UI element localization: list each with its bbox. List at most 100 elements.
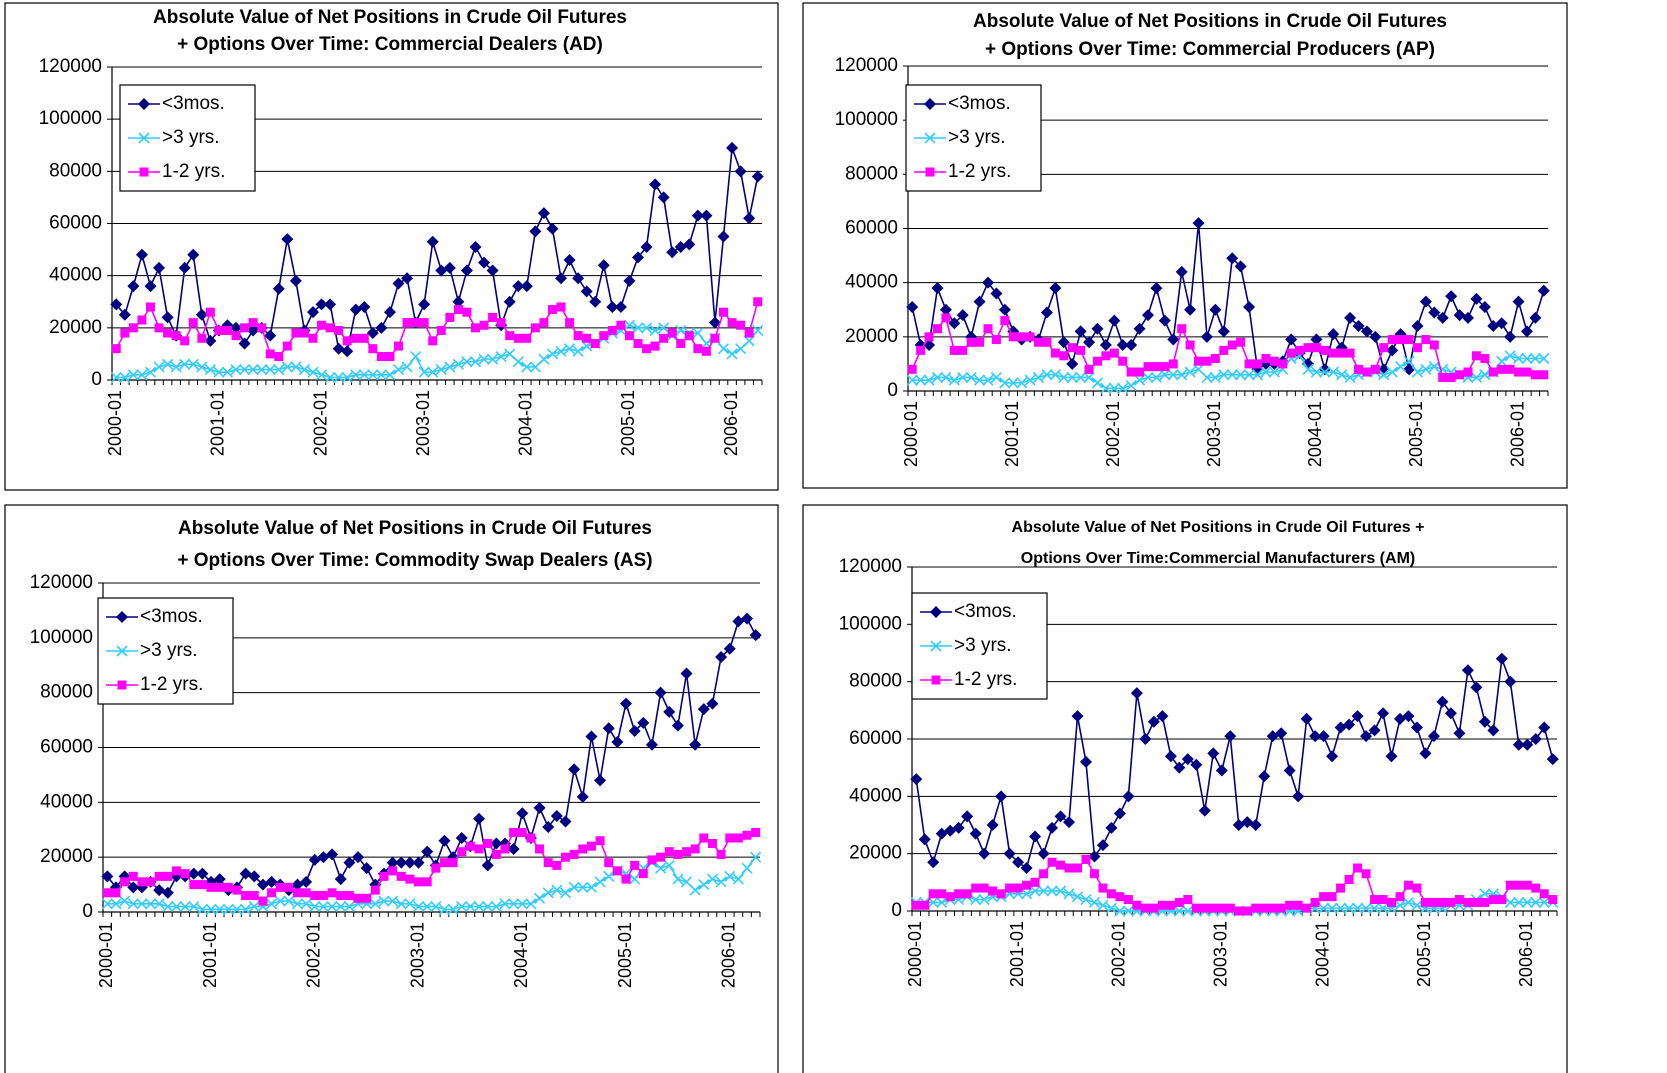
point	[275, 882, 285, 892]
point	[1326, 750, 1339, 763]
point	[982, 276, 994, 289]
point	[559, 887, 572, 899]
point	[552, 860, 562, 870]
point	[750, 851, 762, 863]
point	[690, 844, 700, 854]
point	[221, 366, 234, 378]
point	[538, 353, 550, 365]
point	[1427, 730, 1440, 743]
point	[1142, 309, 1154, 322]
point	[1083, 371, 1095, 384]
point	[1182, 905, 1194, 917]
point	[910, 773, 923, 786]
point	[1218, 369, 1230, 381]
point	[1478, 715, 1491, 728]
point	[1209, 371, 1221, 384]
point	[664, 847, 674, 857]
point	[1017, 332, 1027, 342]
point	[1361, 869, 1371, 879]
point	[1235, 369, 1247, 381]
x-tick-label: 2004-01	[1312, 921, 1332, 987]
point	[629, 873, 641, 885]
point	[741, 612, 754, 625]
point	[1286, 348, 1296, 358]
point	[990, 371, 1002, 384]
point	[1276, 903, 1286, 913]
legend-label: 1-2 yrs.	[948, 161, 1011, 182]
point	[1455, 370, 1465, 380]
point	[180, 869, 190, 879]
point	[1328, 348, 1338, 358]
point	[1201, 371, 1213, 384]
point	[325, 323, 335, 333]
point	[1292, 790, 1305, 803]
point	[1091, 377, 1104, 389]
point	[353, 893, 363, 903]
point	[525, 898, 537, 910]
point	[1522, 880, 1532, 890]
point	[307, 366, 319, 378]
panel: Absolute Value of Net Positions in Crude…	[802, 2, 1568, 489]
point	[607, 325, 617, 335]
point	[716, 849, 726, 859]
point	[563, 254, 576, 267]
point	[359, 333, 369, 343]
point	[667, 328, 677, 338]
point	[1202, 356, 1212, 366]
point	[478, 256, 491, 269]
point	[1386, 344, 1399, 357]
point	[324, 298, 337, 311]
point	[1311, 343, 1321, 353]
point	[430, 900, 442, 913]
point	[736, 320, 746, 330]
point	[1242, 906, 1252, 916]
point	[137, 315, 147, 325]
point	[1041, 369, 1053, 381]
point	[1042, 337, 1052, 347]
point	[706, 873, 719, 885]
point	[267, 888, 277, 898]
point	[971, 883, 981, 893]
point	[752, 324, 764, 337]
point	[1539, 370, 1549, 380]
point	[1050, 348, 1060, 358]
point	[1495, 317, 1508, 330]
point	[482, 900, 494, 913]
point	[1097, 899, 1109, 911]
point	[144, 280, 157, 293]
point	[1420, 363, 1432, 375]
point	[1327, 366, 1339, 378]
point	[469, 356, 482, 368]
y-tick-label: 80000	[849, 671, 902, 692]
point	[1446, 372, 1456, 382]
point	[1275, 727, 1288, 740]
point	[204, 334, 217, 347]
point	[1402, 710, 1415, 723]
point	[1368, 902, 1381, 914]
point	[465, 841, 475, 851]
point	[290, 361, 302, 373]
chart-title: Absolute Value of Net Positions in Crude…	[973, 11, 1447, 32]
point	[753, 297, 763, 307]
point	[612, 866, 622, 876]
point	[741, 862, 753, 874]
point	[196, 903, 208, 915]
point	[594, 876, 606, 888]
point	[422, 877, 432, 887]
point	[700, 209, 713, 222]
point	[1260, 366, 1272, 378]
point	[521, 361, 533, 373]
y-tick-label: 80000	[40, 682, 93, 703]
point	[1252, 359, 1262, 369]
point	[623, 274, 636, 287]
point	[111, 344, 121, 354]
point	[1139, 733, 1152, 745]
point	[214, 325, 224, 335]
point	[1226, 252, 1239, 265]
point	[1092, 356, 1102, 366]
point	[1403, 355, 1415, 367]
point	[988, 886, 998, 896]
point	[350, 369, 362, 381]
point	[395, 898, 407, 910]
point	[1396, 335, 1406, 345]
